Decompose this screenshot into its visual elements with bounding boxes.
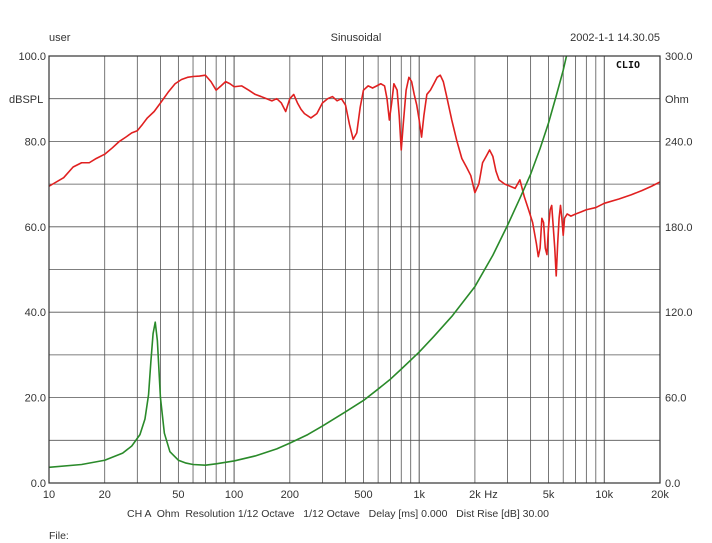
x-tick-label: 50 <box>172 489 184 501</box>
x-tick-labels: 10 20 50 100 200 500 1k 2k 5k 10k 20k <box>43 489 669 501</box>
series-group <box>49 56 660 469</box>
x-tick-label: 10 <box>43 489 55 501</box>
y-left-tick-label: 40.0 <box>25 307 46 319</box>
x-tick-label: 20k <box>651 489 669 501</box>
footer-file: File: <box>49 530 69 542</box>
impedance-curve <box>49 56 568 469</box>
y-right-tick-label: 180.0 <box>665 222 693 234</box>
clio-brand-label: CLIO <box>616 60 640 71</box>
x-tick-label: 100 <box>225 489 243 501</box>
y-right-tick-label: 120.0 <box>665 307 693 319</box>
header-mode: Sinusoidal <box>331 32 382 44</box>
y-right-tick-label: 300.0 <box>665 51 693 63</box>
footer-settings: CH A Ohm Resolution 1/12 Octave 1/12 Oct… <box>127 508 549 520</box>
y-right-tick-label: 240.0 <box>665 136 693 148</box>
x-tick-label: 10k <box>595 489 613 501</box>
plot-frame <box>48 55 661 484</box>
y-left-axis-label: dBSPL <box>9 94 43 106</box>
y-left-tick-label: 60.0 <box>25 222 46 234</box>
x-axis-unit-label: Hz <box>484 489 497 501</box>
spl-curve <box>49 74 660 277</box>
y-left-tick-labels: 0.0 20.0 40.0 60.0 80.0 100.0 <box>18 51 46 490</box>
y-right-tick-label: 0.0 <box>665 478 680 490</box>
y-left-tick-label: 100.0 <box>18 51 46 63</box>
x-tick-label: 5k <box>543 489 555 501</box>
y-right-tick-labels: 0.0 60.0 120.0 180.0 240.0 300.0 <box>665 51 693 490</box>
y-left-tick-label: 20.0 <box>25 393 46 405</box>
x-tick-label: 500 <box>354 489 372 501</box>
x-tick-label: 200 <box>281 489 299 501</box>
y-right-axis-label: Ohm <box>665 94 689 106</box>
header-datetime: 2002-1-1 14.30.05 <box>570 32 660 44</box>
x-tick-label: 20 <box>99 489 111 501</box>
header-user: user <box>49 32 71 44</box>
x-tick-label: 1k <box>413 489 425 501</box>
y-right-tick-label: 60.0 <box>665 393 686 405</box>
grid-lines <box>49 56 660 483</box>
x-tick-label: 2k <box>469 489 481 501</box>
y-left-tick-label: 80.0 <box>25 136 46 148</box>
y-left-tick-label: 0.0 <box>31 478 46 490</box>
